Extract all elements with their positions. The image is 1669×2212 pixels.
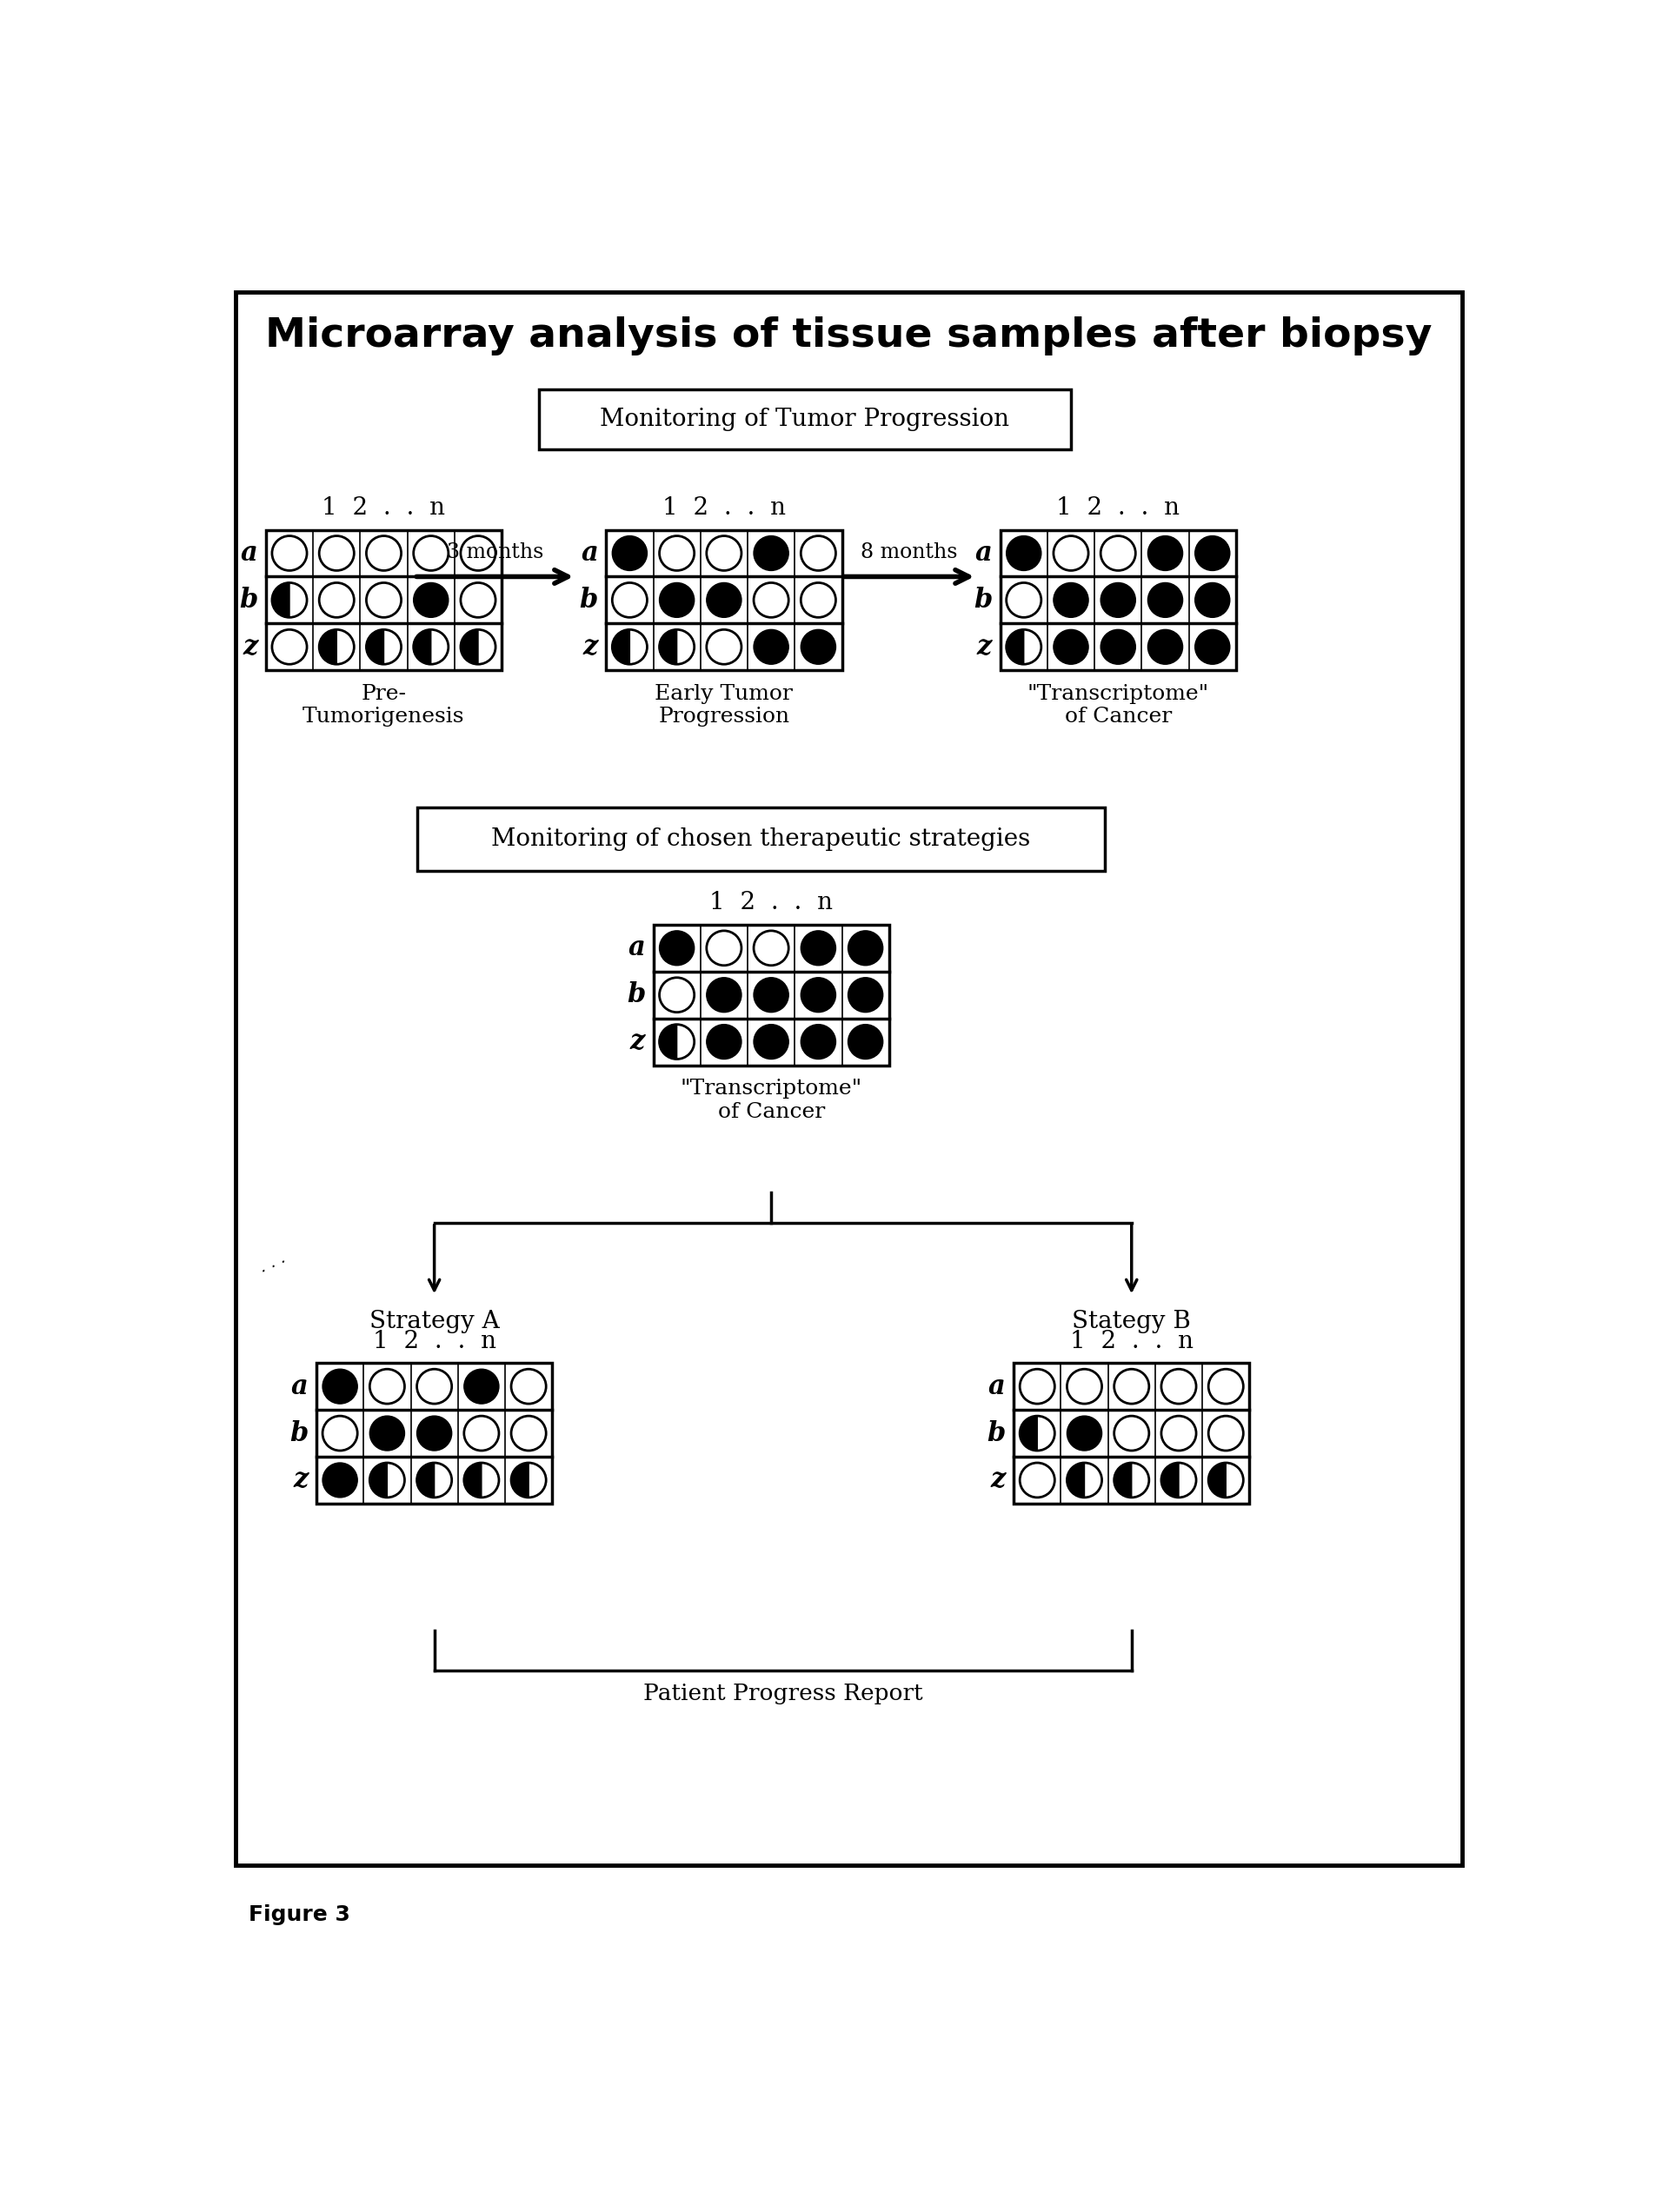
Circle shape	[417, 1416, 452, 1451]
Bar	[265, 531, 502, 670]
Text: z: z	[976, 633, 991, 661]
Wedge shape	[417, 1462, 434, 1498]
Text: b: b	[579, 586, 598, 613]
Text: 1  2  .  .  n: 1 2 . . n	[709, 891, 833, 914]
Circle shape	[754, 978, 788, 1013]
Circle shape	[706, 582, 741, 617]
Circle shape	[754, 535, 788, 571]
Text: Pre-
Tumorigenesis: Pre- Tumorigenesis	[302, 684, 466, 728]
Text: a: a	[988, 1374, 1006, 1400]
Wedge shape	[1162, 1462, 1178, 1498]
Circle shape	[1195, 630, 1230, 664]
Circle shape	[1195, 535, 1230, 571]
Bar	[653, 925, 890, 1066]
Circle shape	[706, 978, 741, 1013]
Text: a: a	[975, 540, 991, 566]
Text: 1  2  .  .  n: 1 2 . . n	[663, 495, 786, 520]
Text: 1  2  .  .  n: 1 2 . . n	[372, 1329, 496, 1354]
Circle shape	[801, 1024, 836, 1060]
Circle shape	[848, 1024, 883, 1060]
Wedge shape	[511, 1462, 529, 1498]
Wedge shape	[659, 1024, 678, 1060]
Text: b: b	[290, 1420, 309, 1447]
Text: a: a	[628, 936, 646, 962]
Circle shape	[848, 978, 883, 1013]
Text: a: a	[581, 540, 598, 566]
Wedge shape	[1006, 630, 1023, 664]
Circle shape	[1006, 535, 1041, 571]
Wedge shape	[461, 630, 477, 664]
Circle shape	[322, 1369, 357, 1405]
Text: b: b	[239, 586, 257, 613]
Text: z: z	[990, 1467, 1006, 1493]
Text: 8 months: 8 months	[861, 542, 958, 562]
Text: z: z	[631, 1029, 646, 1055]
Text: Patient Progress Report: Patient Progress Report	[643, 1683, 923, 1705]
Text: Strategy A: Strategy A	[369, 1310, 499, 1334]
Wedge shape	[371, 1462, 387, 1498]
Text: 1  2  .  .  n: 1 2 . . n	[322, 495, 446, 520]
Circle shape	[1053, 630, 1088, 664]
Circle shape	[1148, 535, 1183, 571]
Circle shape	[706, 1024, 741, 1060]
Circle shape	[659, 582, 694, 617]
Text: Microarray analysis of tissue samples after biopsy: Microarray analysis of tissue samples af…	[265, 316, 1432, 356]
Text: z: z	[294, 1467, 309, 1493]
Bar	[1000, 531, 1237, 670]
Text: a: a	[240, 540, 257, 566]
Bar	[417, 807, 1105, 872]
Text: Early Tumor
Progression: Early Tumor Progression	[654, 684, 793, 728]
Circle shape	[1053, 582, 1088, 617]
Wedge shape	[1115, 1462, 1132, 1498]
Text: a: a	[290, 1374, 309, 1400]
Circle shape	[848, 931, 883, 964]
Circle shape	[613, 535, 648, 571]
Bar	[317, 1363, 552, 1504]
Circle shape	[801, 630, 836, 664]
Circle shape	[1148, 582, 1183, 617]
Circle shape	[371, 1416, 404, 1451]
Circle shape	[322, 1462, 357, 1498]
Text: 3 months: 3 months	[447, 542, 544, 562]
Text: "Transcriptome"
of Cancer: "Transcriptome" of Cancer	[1026, 684, 1208, 728]
Wedge shape	[1066, 1462, 1085, 1498]
Wedge shape	[1020, 1416, 1036, 1451]
Circle shape	[754, 1024, 788, 1060]
Wedge shape	[659, 630, 678, 664]
Wedge shape	[272, 582, 289, 617]
Circle shape	[464, 1369, 499, 1405]
Circle shape	[801, 931, 836, 964]
Bar	[539, 389, 1071, 449]
Text: b: b	[626, 982, 646, 1009]
Text: . . .: . . .	[257, 1250, 289, 1276]
Circle shape	[414, 582, 449, 617]
Wedge shape	[319, 630, 337, 664]
Text: z: z	[242, 633, 257, 661]
Text: b: b	[973, 586, 991, 613]
Circle shape	[1100, 630, 1135, 664]
Text: 1  2  .  .  n: 1 2 . . n	[1070, 1329, 1193, 1354]
Text: b: b	[986, 1420, 1006, 1447]
Bar	[606, 531, 841, 670]
Wedge shape	[464, 1462, 481, 1498]
Text: Monitoring of chosen therapeutic strategies: Monitoring of chosen therapeutic strateg…	[491, 827, 1031, 852]
Text: Stategy B: Stategy B	[1071, 1310, 1192, 1334]
Wedge shape	[613, 630, 629, 664]
Wedge shape	[414, 630, 431, 664]
Text: Monitoring of Tumor Progression: Monitoring of Tumor Progression	[601, 407, 1010, 431]
Circle shape	[659, 931, 694, 964]
Wedge shape	[366, 630, 384, 664]
Text: Figure 3: Figure 3	[249, 1905, 350, 1927]
Bar	[1013, 1363, 1250, 1504]
Wedge shape	[1208, 1462, 1227, 1498]
Circle shape	[1100, 582, 1135, 617]
Circle shape	[1066, 1416, 1102, 1451]
Text: "Transcriptome"
of Cancer: "Transcriptome" of Cancer	[681, 1079, 863, 1121]
Text: z: z	[582, 633, 598, 661]
Circle shape	[1195, 582, 1230, 617]
Circle shape	[754, 630, 788, 664]
Circle shape	[801, 978, 836, 1013]
Circle shape	[1148, 630, 1183, 664]
Text: 1  2  .  .  n: 1 2 . . n	[1056, 495, 1180, 520]
